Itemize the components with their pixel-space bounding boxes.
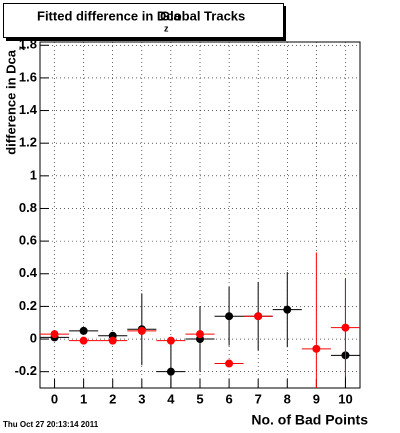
chart-title: Fitted difference in Dca [37,8,182,23]
title-subscript: z [164,23,169,33]
data-point [283,305,292,314]
data-point [341,323,350,332]
y-axis-label: difference in Dca [3,49,18,155]
data-point [225,359,234,368]
y-tick-label: 1.4 [19,102,38,117]
data-point [108,336,117,345]
data-point [196,330,204,339]
x-tick-label: 3 [138,391,145,406]
x-tick-label: 8 [284,391,291,406]
y-tick-label: 0.6 [19,233,37,248]
x-tick-label: 0 [51,391,58,406]
title-box [3,3,284,38]
x-axis-label: No. of Bad Points [251,412,368,428]
y-tick-label: 0.4 [19,265,38,280]
x-tick-label: 5 [196,391,203,406]
y-tick-label: 0.2 [19,298,37,313]
data-point [137,326,146,335]
data-point [225,312,234,321]
footer: Thu Oct 27 20:13:14 2011 [3,420,99,429]
x-tick-label: 1 [80,391,87,406]
y-tick-label: 0.8 [19,200,37,215]
y-tick-label: 1.6 [19,69,37,84]
x-tick-label: 2 [109,391,116,406]
x-tick-label: 10 [338,391,352,406]
x-tick-label: 6 [225,391,232,406]
y-tick-label: 1.8 [19,37,37,52]
title-end: Global Tracks [160,8,245,23]
data-point [79,336,88,345]
x-tick-label: 7 [255,391,262,406]
data-point [254,312,263,321]
data-point [312,344,321,353]
y-tick-label: 1.2 [19,135,37,150]
y-tick-label: -0.2 [15,363,37,378]
y-tick-label: 1 [30,167,37,182]
data-point [79,326,88,335]
plot-area [40,252,360,388]
x-tick-label: 4 [167,391,175,406]
data-point [166,336,175,345]
y-label-subscript: z [16,46,26,51]
x-tick-label: 9 [313,391,320,406]
y-tick-label: 0 [30,330,37,345]
data-point [50,330,59,339]
data-point [166,367,175,376]
